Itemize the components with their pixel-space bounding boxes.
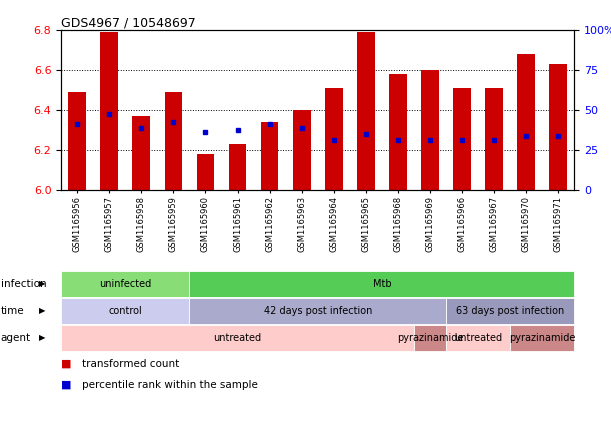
Bar [100, 32, 118, 190]
Bar [68, 92, 86, 190]
Bar [485, 88, 503, 190]
Text: ▶: ▶ [38, 333, 45, 343]
Bar [164, 92, 182, 190]
Bar [421, 70, 439, 190]
Text: untreated: untreated [213, 333, 262, 343]
Text: infection: infection [1, 279, 46, 289]
Text: GDS4967 / 10548697: GDS4967 / 10548697 [61, 17, 196, 30]
Text: ■: ■ [61, 380, 71, 390]
Text: pyrazinamide: pyrazinamide [397, 333, 463, 343]
Text: percentile rank within the sample: percentile rank within the sample [82, 380, 258, 390]
Text: untreated: untreated [454, 333, 502, 343]
Bar [357, 32, 375, 190]
Text: transformed count: transformed count [82, 359, 180, 369]
Bar [261, 122, 279, 190]
Bar [453, 88, 471, 190]
Bar [293, 110, 310, 190]
Bar [518, 54, 535, 190]
Text: ■: ■ [61, 359, 71, 369]
Bar [197, 154, 214, 190]
Text: 42 days post infection: 42 days post infection [263, 306, 372, 316]
Text: agent: agent [1, 333, 31, 343]
Text: pyrazinamide: pyrazinamide [509, 333, 576, 343]
Text: Mtb: Mtb [373, 279, 391, 289]
Text: time: time [1, 306, 24, 316]
Bar [229, 144, 246, 190]
Text: ▶: ▶ [38, 279, 45, 288]
Bar [549, 64, 567, 190]
Text: uninfected: uninfected [99, 279, 152, 289]
Text: 63 days post infection: 63 days post infection [456, 306, 565, 316]
Text: ▶: ▶ [38, 306, 45, 316]
Bar [389, 74, 407, 190]
Text: control: control [108, 306, 142, 316]
Bar [325, 88, 343, 190]
Bar [133, 116, 150, 190]
